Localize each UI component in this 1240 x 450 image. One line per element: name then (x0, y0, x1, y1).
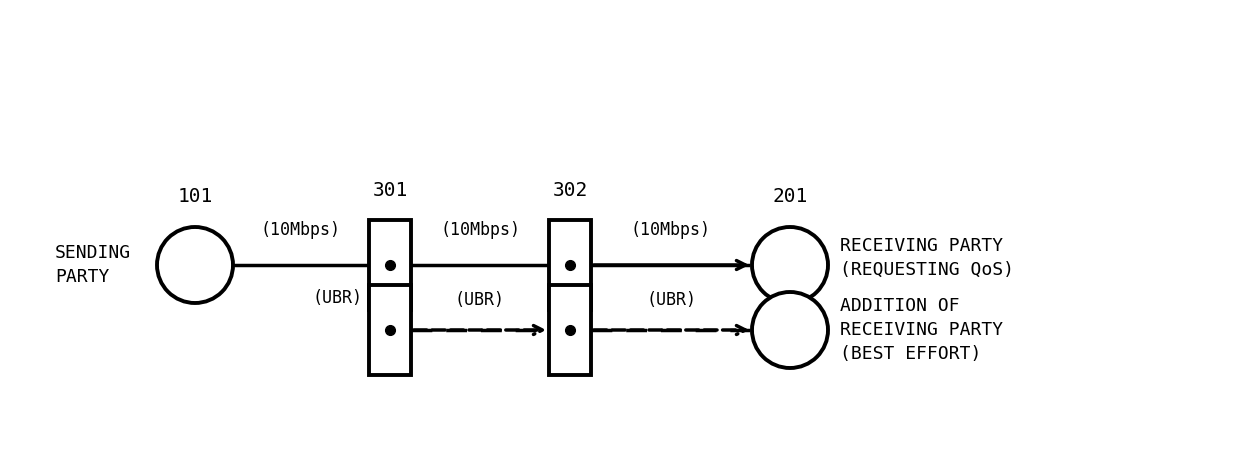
Bar (549, 285, 591, 375)
Circle shape (157, 227, 233, 303)
Text: 202: 202 (773, 252, 807, 271)
Circle shape (751, 292, 828, 368)
Text: (10Mbps): (10Mbps) (260, 221, 341, 239)
Text: 101: 101 (177, 188, 212, 207)
Circle shape (751, 227, 828, 303)
Text: (10Mbps): (10Mbps) (631, 221, 711, 239)
Text: (UBR): (UBR) (646, 291, 696, 309)
Text: RECEIVING PARTY
(REQUESTING QoS): RECEIVING PARTY (REQUESTING QoS) (839, 237, 1014, 279)
Bar (370, 285, 410, 375)
Text: (10Mbps): (10Mbps) (440, 221, 520, 239)
Text: 303: 303 (372, 246, 408, 265)
Text: (UBR): (UBR) (455, 291, 505, 309)
Text: 302: 302 (552, 180, 588, 199)
Text: 304: 304 (552, 246, 588, 265)
Text: (UBR): (UBR) (312, 289, 363, 307)
Text: ADDITION OF
RECEIVING PARTY
(BEST EFFORT): ADDITION OF RECEIVING PARTY (BEST EFFORT… (839, 297, 1003, 363)
Bar (370, 220, 410, 310)
Bar (549, 220, 591, 310)
Text: 201: 201 (773, 188, 807, 207)
Text: SENDING
PARTY: SENDING PARTY (55, 244, 131, 286)
Text: 301: 301 (372, 180, 408, 199)
